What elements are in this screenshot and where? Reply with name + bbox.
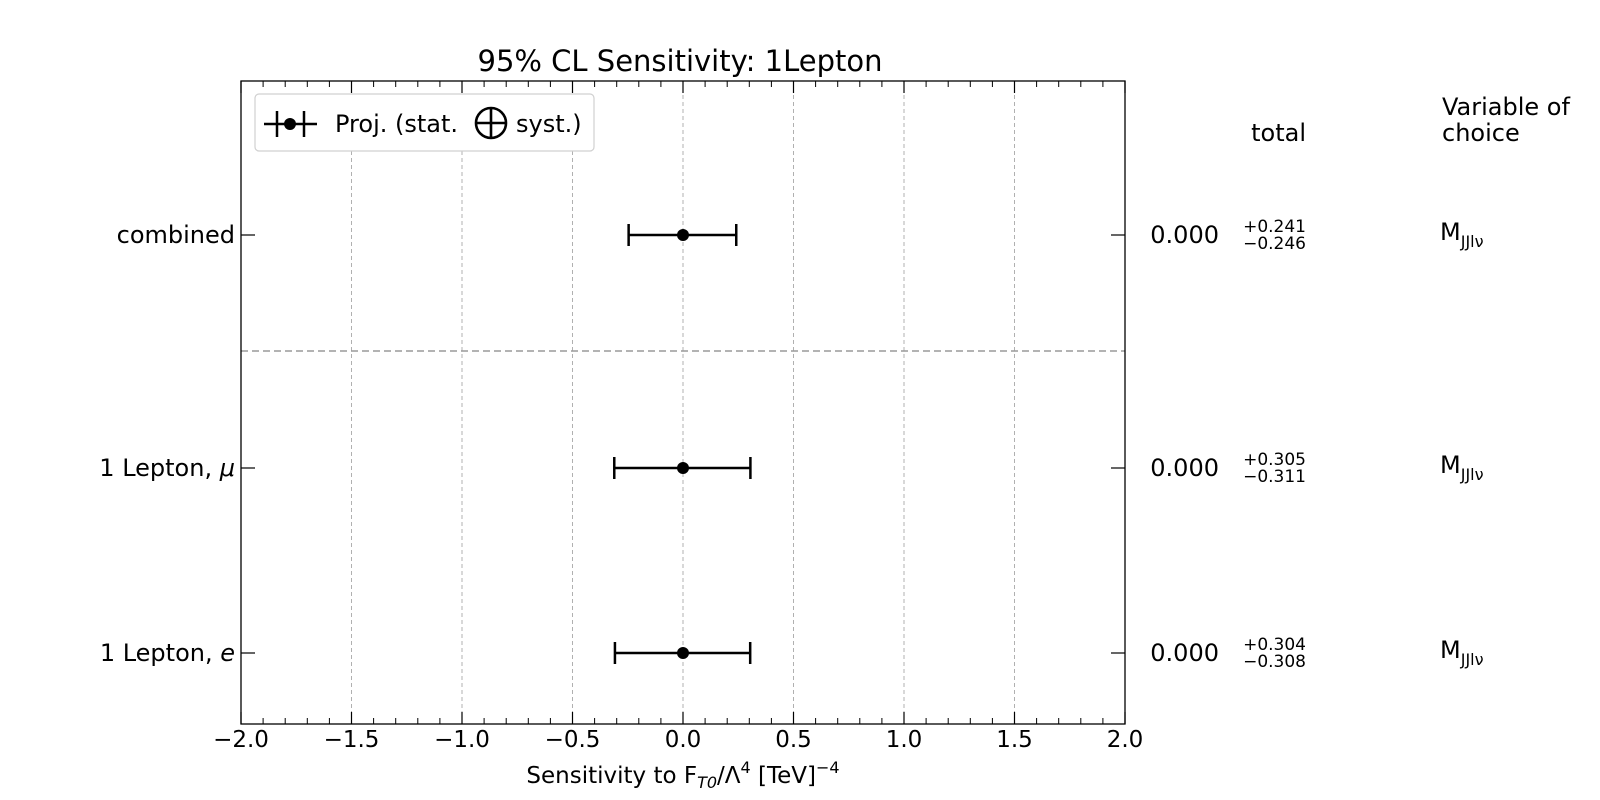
- variable-column-header-line2: choice: [1442, 119, 1520, 147]
- legend: Proj. (stat. syst.): [254, 93, 595, 152]
- x-tick-label: −2.0: [213, 727, 269, 753]
- legend-box: [254, 93, 595, 152]
- x-tick-label: −1.5: [324, 727, 380, 753]
- data-row: 1 Lepton, μ 0.000 +0.305−0.311 MJJlν: [99, 450, 1483, 487]
- variable-label: MJJlν: [1440, 451, 1484, 484]
- oplus-icon: [474, 106, 508, 140]
- variable-label: MJJlν: [1440, 636, 1484, 669]
- total-minus: −0.311: [1243, 467, 1306, 487]
- total-value: 0.000: [1150, 639, 1219, 667]
- axis-ticks: [240, 81, 1126, 724]
- data-point: [677, 462, 689, 474]
- x-tick-label: 0.0: [665, 727, 702, 753]
- variable-label: MJJlν: [1440, 218, 1484, 251]
- total-plus: +0.305: [1243, 450, 1306, 470]
- legend-label-left: Proj. (stat.: [335, 110, 458, 138]
- grid-lines: [351, 81, 1015, 724]
- row-label: 1 Lepton, μ: [99, 454, 235, 482]
- data-row: 1 Lepton, e 0.000 +0.304−0.308 MJJlν: [100, 635, 1484, 672]
- total-minus: −0.246: [1243, 234, 1306, 254]
- x-tick-labels: −2.0 −1.5 −1.0 −0.5 0.0 0.5 1.0 1.5 2.0: [213, 727, 1143, 753]
- row-label: 1 Lepton, e: [100, 639, 235, 667]
- x-tick-label: −0.5: [545, 727, 601, 753]
- legend-label-right: syst.): [516, 110, 582, 138]
- total-value: 0.000: [1150, 221, 1219, 249]
- variable-column-header-line1: Variable of: [1442, 93, 1570, 121]
- x-tick-label: 2.0: [1107, 727, 1144, 753]
- total-column-header: total: [1251, 119, 1306, 147]
- x-axis-label: Sensitivity to FT0/Λ4 [TeV]−4: [526, 758, 839, 792]
- total-minus: −0.308: [1243, 652, 1306, 672]
- x-tick-label: 1.5: [996, 727, 1033, 753]
- data-row: combined 0.000 +0.241−0.246 MJJlν: [117, 217, 1484, 254]
- data-point: [677, 647, 689, 659]
- total-plus: +0.241: [1243, 217, 1306, 237]
- x-tick-label: −1.0: [434, 727, 490, 753]
- total-plus: +0.304: [1243, 635, 1306, 655]
- row-label: combined: [117, 221, 235, 249]
- legend-errorbar-marker: [264, 111, 317, 137]
- chart-title: 95% CL Sensitivity: 1Lepton: [478, 44, 883, 78]
- data-point: [677, 229, 689, 241]
- total-value: 0.000: [1150, 454, 1219, 482]
- x-tick-label: 1.0: [886, 727, 923, 753]
- x-tick-label: 0.5: [775, 727, 812, 753]
